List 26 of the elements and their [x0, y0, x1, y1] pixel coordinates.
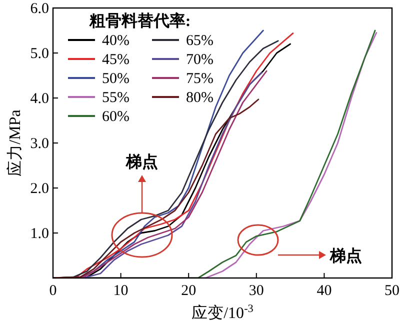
y-axis-title: 应力/MPa: [6, 110, 24, 176]
x-tick-label: 0: [49, 283, 57, 299]
legend-label: 75%: [186, 71, 214, 87]
x-tick-label: 40: [316, 283, 332, 299]
x-axis-title: 应变/10$^{-3}$: [192, 303, 254, 322]
y-tick-label: 2.0: [30, 181, 49, 197]
annotation: 梯点: [125, 153, 158, 171]
x-tick-label: 20: [181, 283, 196, 299]
x-tick-label: 30: [248, 283, 264, 299]
y-tick-label: 4.0: [30, 91, 49, 107]
legend-label: 40%: [102, 33, 130, 49]
y-tick-label: 3.0: [30, 136, 49, 152]
y-tick-label: 6.0: [30, 1, 49, 17]
x-tick-label: 50: [384, 283, 400, 299]
legend-label: 50%: [102, 71, 130, 87]
x-tick-label: 10: [113, 283, 128, 299]
legend-label: 70%: [186, 52, 214, 68]
legend-label: 45%: [102, 52, 130, 68]
legend-label: 55%: [102, 90, 130, 106]
y-tick-label: 1.0: [30, 226, 49, 242]
annotation: 梯点: [329, 247, 362, 265]
legend-label: 80%: [186, 90, 214, 106]
legend-label: 60%: [102, 109, 130, 125]
y-tick-label: 5.0: [30, 46, 49, 62]
legend-label: 65%: [186, 33, 214, 49]
legend-title: 粗骨料替代率:: [88, 11, 191, 30]
